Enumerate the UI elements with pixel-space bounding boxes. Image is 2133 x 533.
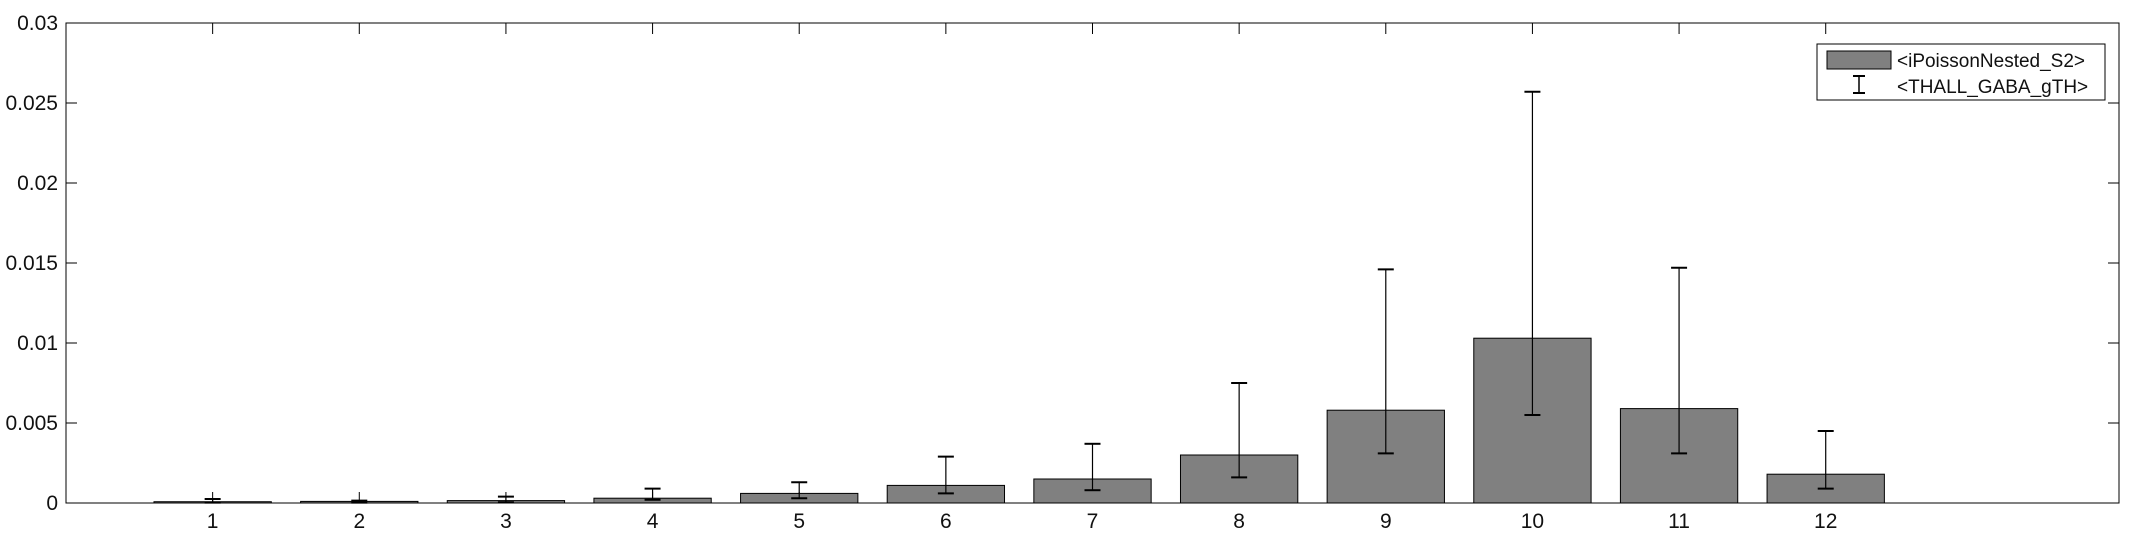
x-tick-label: 3	[500, 510, 512, 533]
legend-swatch-bars	[1826, 50, 1892, 70]
error-bar	[351, 499, 368, 504]
x-tick-label: 6	[940, 510, 952, 533]
legend-label-errorbar: <THALL_GABA_gTH>	[1897, 77, 2088, 98]
x-tick-label: 10	[1521, 510, 1544, 533]
x-tick-label: 7	[1087, 510, 1099, 533]
error-bar	[1231, 382, 1248, 479]
y-tick-label: 0.005	[5, 412, 58, 435]
y-tick-label: 0	[46, 492, 58, 515]
y-axis: 0 0.005 0.01 0.015 0.02 0.025 0.03	[5, 12, 2119, 515]
y-tick-label: 0.02	[17, 172, 58, 195]
x-tick-label: 12	[1814, 510, 1837, 533]
y-tick-label: 0.03	[17, 12, 58, 35]
error-bar	[1084, 442, 1101, 492]
error-bar	[644, 487, 661, 501]
y-tick-label: 0.01	[17, 332, 58, 355]
x-tick-label: 1	[207, 510, 219, 533]
legend-swatch-errorbar	[1853, 75, 1865, 94]
x-tick-label: 5	[793, 510, 805, 533]
x-tick-label: 9	[1380, 510, 1392, 533]
axes-frame	[65, 22, 2120, 504]
legend: <iPoissonNested_S2> <THALL_GABA_gTH>	[1816, 43, 2106, 101]
error-bar	[937, 455, 954, 495]
error-bar	[204, 498, 221, 504]
legend-label-bars: <iPoissonNested_S2>	[1897, 51, 2085, 72]
error-bar	[1524, 90, 1541, 416]
x-tick-label: 4	[647, 510, 659, 533]
error-bars	[204, 90, 1834, 504]
error-bar	[497, 495, 514, 504]
error-bar	[1817, 430, 1834, 490]
x-tick-label: 2	[353, 510, 365, 533]
error-bar	[1377, 268, 1394, 455]
plot-frame	[65, 22, 2120, 504]
bars	[153, 337, 1885, 504]
x-axis: 1 2 3 4 5 6 7 8 9 10 11 12	[207, 23, 1837, 533]
y-tick-label: 0.025	[5, 92, 58, 115]
error-bar	[1671, 266, 1688, 455]
y-tick-label: 0.015	[5, 252, 58, 275]
x-tick-label: 8	[1233, 510, 1245, 533]
error-bar	[791, 481, 808, 500]
x-tick-label: 11	[1668, 510, 1690, 533]
